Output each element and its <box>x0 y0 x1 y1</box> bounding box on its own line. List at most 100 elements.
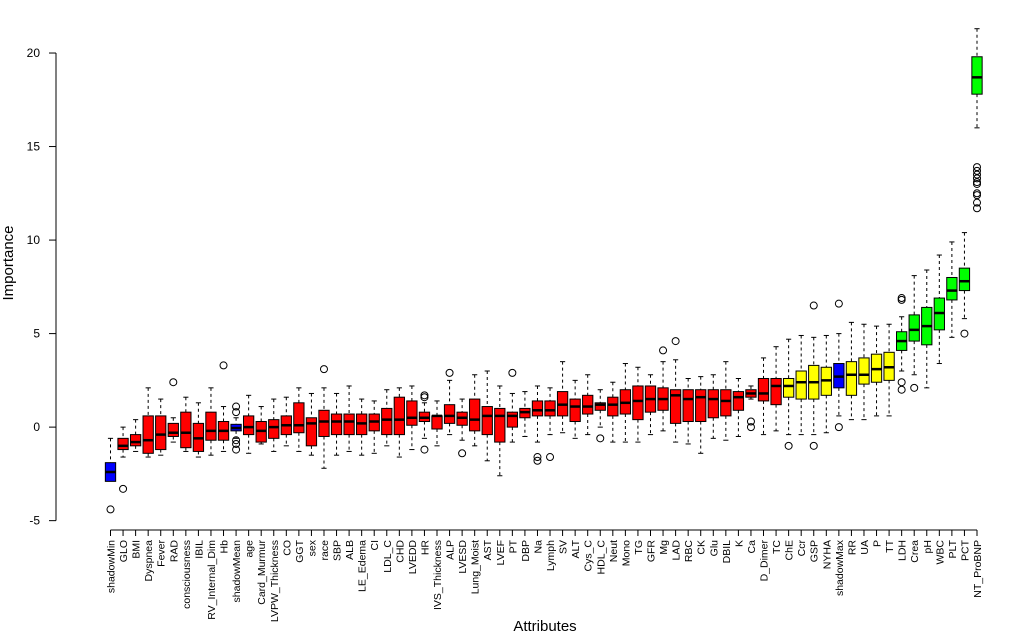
x-tick-label: SBP <box>332 540 344 561</box>
x-tick-label: UA <box>859 540 871 555</box>
box-lad <box>669 337 682 443</box>
box-body <box>431 415 443 430</box>
outlier-point <box>746 417 755 426</box>
box-shadowmin <box>104 437 117 514</box>
box-alb <box>343 385 355 452</box>
outlier-point <box>809 301 818 310</box>
x-tick-label: PLT <box>947 539 959 558</box>
box-body <box>732 391 745 411</box>
box-lvesd <box>456 398 468 458</box>
y-tick-label: 15 <box>27 140 41 154</box>
x-tick-label: DBP <box>520 540 532 562</box>
box-cys-c <box>582 374 594 436</box>
box-body <box>305 417 318 447</box>
box-card-murmur <box>255 406 267 445</box>
x-tick-label: ALP <box>445 540 457 560</box>
box-nt-probnp <box>971 28 983 213</box>
box-lvedd <box>406 385 418 451</box>
box-lvpw-thickness <box>268 398 280 452</box>
x-tick-label: consciousness <box>181 540 193 609</box>
outlier-point <box>533 453 542 462</box>
box-tt <box>883 323 895 417</box>
box-p <box>870 325 883 417</box>
box-body <box>129 434 142 447</box>
box-le-edema <box>356 398 368 456</box>
box-sv <box>556 361 569 434</box>
x-tick-label: Cys_C <box>583 540 595 572</box>
outlier-point <box>973 163 981 172</box>
box-age <box>242 394 255 454</box>
box-rbc <box>682 377 694 445</box>
x-tick-label: Lung_Moist <box>470 540 482 594</box>
x-tick-label: Fever <box>156 540 168 567</box>
box-dbil <box>720 361 732 441</box>
outlier-point <box>834 423 843 432</box>
box-body <box>205 411 217 441</box>
x-tick-label: TG <box>633 540 645 555</box>
x-tick-label: RAD <box>168 540 180 563</box>
boxes-layer <box>104 28 983 514</box>
box-mg <box>657 346 669 432</box>
outlier-point <box>809 441 818 450</box>
box-body <box>494 407 506 443</box>
x-tick-label: ChE <box>784 540 796 560</box>
x-tick-label: RR <box>846 540 858 556</box>
box-lung-moist <box>469 374 481 447</box>
box-body <box>180 411 192 449</box>
x-tick-label: RV_Internal_Dim <box>206 540 218 620</box>
box-ck <box>695 376 707 454</box>
box-ci <box>368 400 380 454</box>
y-tick-label: 20 <box>27 46 41 60</box>
box-body <box>343 413 355 436</box>
x-tick-label: TC <box>771 540 783 554</box>
box-body <box>569 398 581 423</box>
box-body <box>393 396 405 436</box>
x-tick-label: sex <box>306 539 318 556</box>
x-tick-label: Mg <box>658 540 670 555</box>
box-ca <box>745 385 757 432</box>
x-tick-label: NT_ProBNP <box>972 540 984 598</box>
box-nyha <box>820 334 832 434</box>
box-hb <box>217 361 230 452</box>
y-tick-label: 0 <box>33 420 40 434</box>
box-dbp <box>519 391 531 437</box>
box-body <box>469 398 481 432</box>
x-tick-label: CO <box>281 540 293 556</box>
outlier-point <box>897 385 906 394</box>
box-body <box>971 56 983 95</box>
x-tick-label: PT <box>507 539 519 553</box>
x-tick-label: RBC <box>683 540 695 563</box>
box-bmi <box>129 419 142 452</box>
x-tick-label: CI <box>369 540 381 551</box>
outlier-point <box>219 361 228 370</box>
box-tc <box>770 346 782 432</box>
box-body <box>582 394 594 415</box>
x-tick-label: WBC <box>934 540 946 565</box>
outlier-point <box>910 383 919 392</box>
x-tick-label: LVESD <box>457 540 469 574</box>
box-hdl-c <box>594 389 606 443</box>
box-shadowmax <box>833 299 845 432</box>
y-axis: -5 0 5 10 15 20 <box>27 46 57 528</box>
box-race <box>318 365 330 469</box>
box-co <box>280 396 292 447</box>
box-alt <box>569 379 581 439</box>
box-dyspnea <box>142 387 154 458</box>
x-tick-label: shadowMin <box>106 540 118 593</box>
box-body <box>142 415 154 454</box>
y-tick-label: 10 <box>27 233 41 247</box>
x-tick-label: GFR <box>645 540 657 563</box>
box-pt <box>506 368 519 443</box>
box-crea <box>908 275 920 392</box>
outlier-point <box>232 436 241 445</box>
outlier-point <box>671 337 680 346</box>
box-body <box>858 357 870 385</box>
x-tick-label: shadowMean <box>231 540 243 603</box>
box-body <box>167 422 179 437</box>
box-body <box>544 400 556 417</box>
box-body <box>330 413 343 436</box>
x-tick-label: LDH <box>897 540 909 561</box>
x-tick-label: LVPW_Thickness <box>269 540 281 622</box>
x-tick-label: P <box>872 540 884 547</box>
outlier-point <box>834 299 843 308</box>
